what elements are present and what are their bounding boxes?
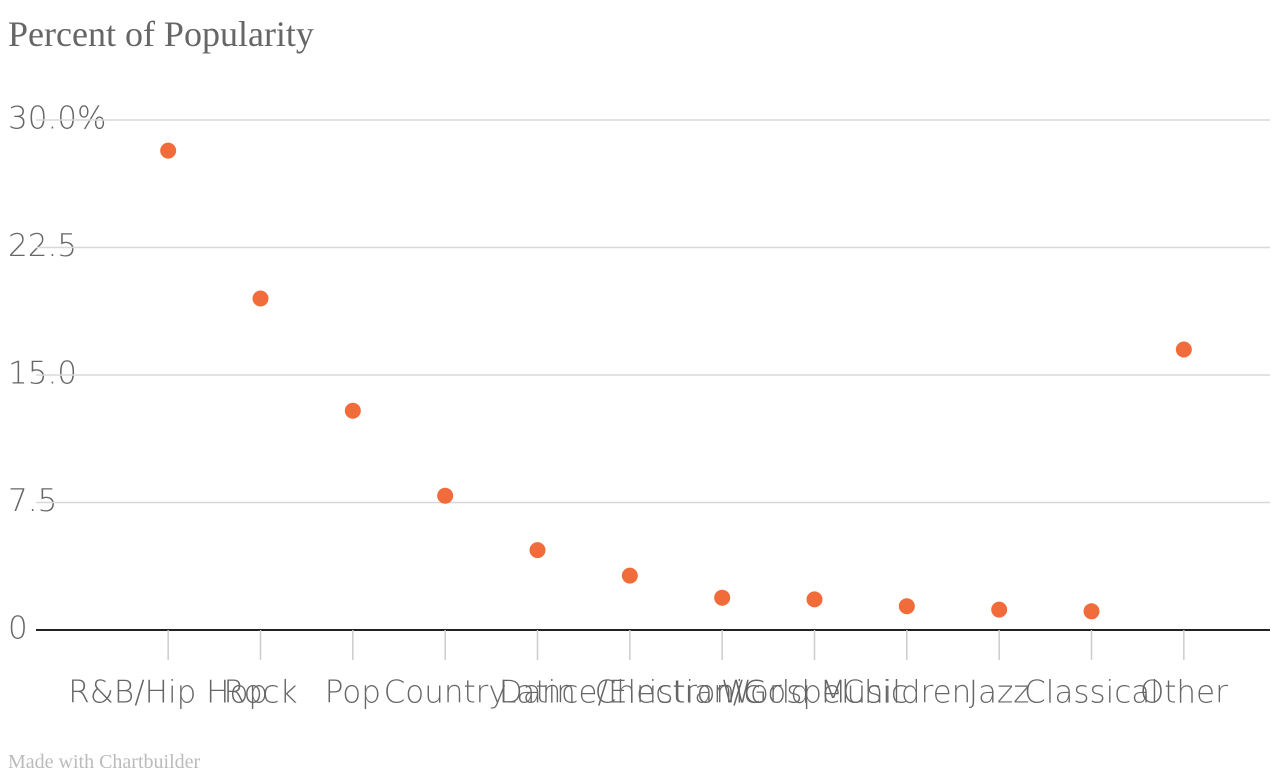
dot xyxy=(529,542,546,559)
x-tick-label: Jazz xyxy=(969,675,1030,711)
x-tick-label: Pop xyxy=(325,675,381,711)
credit: Made with Chartbuilder xyxy=(8,751,201,773)
dot xyxy=(437,487,454,504)
y-tick-label: 15.0 xyxy=(8,356,77,392)
dot xyxy=(621,567,638,584)
x-tick-label: Dance/Electronic xyxy=(499,675,761,711)
dot xyxy=(252,290,269,307)
x-tick-label: Country xyxy=(384,675,507,711)
x-tick-label: R&B/Hip Hop xyxy=(68,675,268,711)
x-tick-label: Children xyxy=(842,675,971,711)
dot xyxy=(1175,341,1192,358)
y-tick-label: 30.0% xyxy=(8,101,106,137)
dot xyxy=(806,591,823,608)
y-tick-label: 22.5 xyxy=(8,228,77,264)
x-tick-label: Rock xyxy=(223,675,297,711)
x-tick-label: Classical xyxy=(1024,675,1159,711)
x-tick-label: Latin xyxy=(499,675,576,711)
dot xyxy=(714,589,731,606)
y-tick-label: 7.5 xyxy=(8,483,57,519)
dot xyxy=(991,601,1008,618)
x-tick-label: Other xyxy=(1140,675,1228,711)
chart-title: Percent of Popularity xyxy=(8,14,314,54)
x-tick-label: Christian/Gospel xyxy=(595,675,850,711)
dot xyxy=(160,142,177,159)
y-tick-label: 0 xyxy=(8,611,28,647)
x-tick-label: World Music xyxy=(721,675,908,711)
dot xyxy=(898,598,915,615)
dot xyxy=(1083,603,1100,620)
dot xyxy=(344,402,361,419)
